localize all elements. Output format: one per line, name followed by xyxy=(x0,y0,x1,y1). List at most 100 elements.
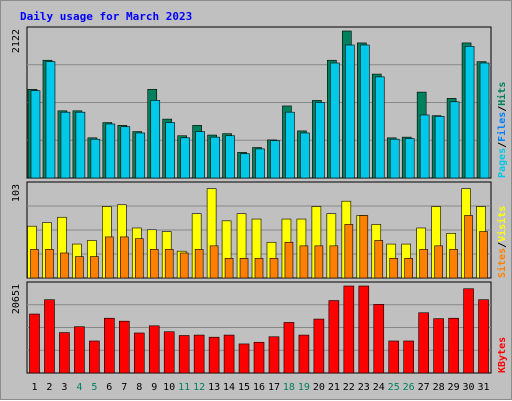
kbytes-bar xyxy=(148,325,160,374)
legend-part: / xyxy=(497,242,508,248)
x-tick-label: 23 xyxy=(358,382,370,393)
x-tick-label: 12 xyxy=(193,382,205,393)
sites-bar xyxy=(479,231,488,279)
sites-bar xyxy=(149,249,159,279)
legend-part: Pages xyxy=(497,148,508,178)
sites-bar xyxy=(389,258,399,279)
legend-part: Visits xyxy=(496,206,508,242)
kbytes-bar xyxy=(208,336,220,374)
sites-bar xyxy=(60,252,69,279)
sites-bar xyxy=(179,252,189,279)
files-bar xyxy=(374,76,385,179)
x-tick-label: 5 xyxy=(91,382,97,393)
sites-bar xyxy=(329,245,339,279)
sites-bar xyxy=(269,258,279,279)
files-bar xyxy=(195,131,205,179)
x-tick-label: 14 xyxy=(223,382,235,393)
sites-bar xyxy=(164,249,174,279)
sites-bar xyxy=(434,245,443,279)
y-axis-legend: Sites/Visits xyxy=(496,206,508,278)
sites-bar xyxy=(105,236,114,279)
legend-part: Sites xyxy=(496,248,508,278)
sites-bar xyxy=(209,245,219,279)
y-max-label: 20651 xyxy=(11,284,22,314)
kbytes-bar xyxy=(388,340,400,374)
files-bar xyxy=(449,101,460,179)
sites-bar xyxy=(120,236,129,279)
files-bar xyxy=(180,137,190,179)
files-bar xyxy=(404,138,415,179)
sites-bar xyxy=(299,245,309,279)
sites-bar xyxy=(224,258,234,279)
kbytes-bar xyxy=(74,326,85,374)
kbytes-bar xyxy=(104,317,115,374)
kbytes-bar xyxy=(193,334,205,374)
sites-bar xyxy=(374,240,384,279)
legend-part: / xyxy=(497,142,508,148)
x-tick-label: 21 xyxy=(328,382,340,393)
files-bar xyxy=(464,46,475,179)
files-bar xyxy=(150,100,161,179)
x-tick-label: 10 xyxy=(163,382,175,393)
x-tick-label: 30 xyxy=(463,382,475,393)
x-tick-label: 2 xyxy=(46,382,52,393)
x-tick-label: 29 xyxy=(448,382,460,393)
x-tick-label: 7 xyxy=(121,382,127,393)
sites-bar xyxy=(404,258,413,279)
kbytes-bar xyxy=(89,340,100,374)
kbytes-bar xyxy=(298,334,310,374)
x-tick-label: 17 xyxy=(268,382,280,393)
sites-bar xyxy=(30,249,39,279)
x-tick-label: 28 xyxy=(433,382,445,393)
files-bar xyxy=(330,62,340,179)
x-tick-label: 18 xyxy=(283,382,295,393)
sites-bar xyxy=(75,256,84,279)
kbytes-bar xyxy=(223,334,235,374)
kbytes-bar xyxy=(119,320,130,374)
kbytes-bar xyxy=(133,332,145,374)
files-bar xyxy=(45,61,56,179)
files-bar xyxy=(210,136,220,179)
x-tick-label: 19 xyxy=(298,382,310,393)
files-bar xyxy=(389,138,400,179)
kbytes-bar xyxy=(418,312,429,374)
sites-bar xyxy=(419,249,428,279)
sites-bar xyxy=(239,258,249,279)
x-tick-label: 24 xyxy=(373,382,385,393)
sites-bar xyxy=(464,215,473,279)
x-tick-label: 4 xyxy=(76,382,82,393)
files-bar xyxy=(30,90,41,179)
kbytes-bar xyxy=(178,335,190,374)
files-bar xyxy=(255,148,265,179)
files-bar xyxy=(315,102,325,179)
x-tick-label: 16 xyxy=(253,382,265,393)
kbytes-bar xyxy=(433,318,444,374)
files-bar xyxy=(270,140,280,179)
x-tick-label: 31 xyxy=(477,382,489,393)
legend-part: Files xyxy=(496,112,508,142)
files-bar xyxy=(359,44,370,179)
y-max-label: 2122 xyxy=(11,29,22,53)
kbytes-bar xyxy=(343,285,355,374)
kbytes-bar xyxy=(448,317,459,374)
x-tick-label: 26 xyxy=(403,382,415,393)
x-tick-label: 11 xyxy=(178,382,190,393)
files-bar xyxy=(75,111,86,179)
kbytes-bar xyxy=(268,336,280,374)
files-bar xyxy=(285,111,295,179)
x-tick-label: 27 xyxy=(418,382,430,393)
x-tick-label: 25 xyxy=(388,382,400,393)
legend-part: / xyxy=(497,106,508,112)
x-tick-label: 15 xyxy=(238,382,250,393)
files-bar xyxy=(60,111,71,179)
files-bar xyxy=(90,138,101,179)
sites-bar xyxy=(314,245,324,279)
kbytes-bar xyxy=(163,331,175,374)
files-bar xyxy=(225,135,235,179)
sites-bar xyxy=(45,249,54,279)
sites-bar xyxy=(134,238,144,279)
y-max-label: 103 xyxy=(11,184,22,202)
y-axis-legend: Pages/Files/Hits xyxy=(496,82,508,178)
kbytes-bar xyxy=(358,285,370,374)
